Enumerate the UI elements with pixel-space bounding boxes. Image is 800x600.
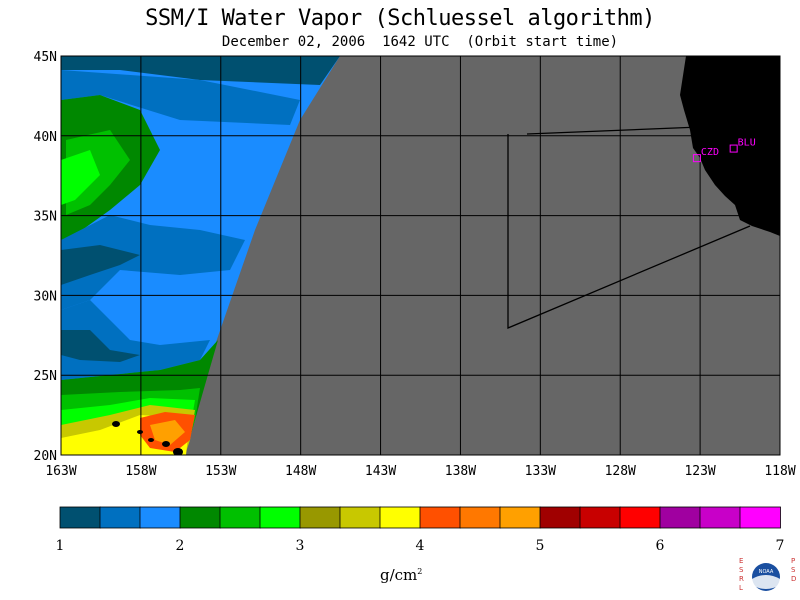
map-subtitle: December 02, 2006 1642 UTC (Orbit start … bbox=[221, 34, 619, 50]
station-marker-blu bbox=[729, 144, 738, 153]
lon-label: 148W bbox=[285, 464, 316, 479]
water-vapor-field bbox=[61, 56, 340, 455]
lon-labels: 163W 158W 153W 148W 143W 138W 133W 128W 123W 118W bbox=[45, 464, 795, 479]
colorbar-tick-label: 5 bbox=[536, 538, 545, 554]
colorbar-tick-label: 7 bbox=[776, 538, 785, 554]
colorbar-swatch bbox=[139, 506, 181, 529]
lat-label: 25N bbox=[34, 369, 57, 384]
colorbar-unit: g/cm2 bbox=[380, 566, 422, 584]
colorbar-tick-label: 4 bbox=[416, 538, 425, 554]
colorbar-tick-label: 1 bbox=[56, 538, 65, 554]
colorbar-swatch bbox=[259, 506, 301, 529]
lon-label: 133W bbox=[525, 464, 556, 479]
lat-labels: 45N 40N 35N 30N 25N 20N bbox=[34, 50, 57, 464]
colorbar-swatch bbox=[619, 506, 661, 529]
lon-label: 123W bbox=[684, 464, 715, 479]
colorbar-swatch bbox=[179, 506, 221, 529]
colorbar-swatch bbox=[699, 506, 741, 529]
colorbar-tick-label: 6 bbox=[656, 538, 665, 554]
map-grid bbox=[61, 56, 780, 455]
station-label: BLU bbox=[738, 138, 756, 149]
lon-label: 158W bbox=[125, 464, 156, 479]
map-frame bbox=[60, 55, 781, 456]
colorbar bbox=[59, 506, 781, 529]
lat-label: 20N bbox=[34, 449, 57, 464]
hawaiian-islands bbox=[112, 421, 183, 455]
colorbar-swatch bbox=[299, 506, 341, 529]
lon-label: 138W bbox=[445, 464, 476, 479]
lat-label: 35N bbox=[34, 210, 57, 225]
station-marker-czd bbox=[692, 154, 701, 163]
domain-outline-lower bbox=[507, 134, 751, 329]
colorbar-swatch bbox=[339, 506, 381, 529]
colorbar-tick-labels: 1 2 3 4 5 6 7 bbox=[56, 538, 785, 554]
lon-label: 163W bbox=[45, 464, 76, 479]
lon-label: 143W bbox=[365, 464, 396, 479]
colorbar-swatch bbox=[659, 506, 701, 529]
station-markers: CZD BLU bbox=[692, 138, 756, 163]
unit-exponent: 2 bbox=[417, 567, 423, 576]
domain-outline bbox=[526, 126, 701, 135]
colorbar-swatch bbox=[459, 506, 501, 529]
lat-label: 30N bbox=[34, 289, 57, 304]
colorbar-swatch bbox=[219, 506, 261, 529]
map-title: SSM/I Water Vapor (Schluessel algorithm) bbox=[145, 6, 655, 31]
noaa-text: NOAA bbox=[759, 569, 774, 575]
colorbar-tick-label: 2 bbox=[176, 538, 185, 554]
lat-label: 40N bbox=[34, 130, 57, 145]
lon-label: 128W bbox=[605, 464, 636, 479]
colorbar-swatch bbox=[539, 506, 581, 529]
unit-base: g/cm bbox=[380, 566, 418, 584]
colorbar-swatch bbox=[99, 506, 141, 529]
colorbar-tick-label: 3 bbox=[296, 538, 305, 554]
colorbar-swatch bbox=[739, 506, 781, 529]
lat-label: 45N bbox=[34, 50, 57, 65]
lon-label: 118W bbox=[764, 464, 795, 479]
station-label: CZD bbox=[701, 147, 719, 158]
colorbar-swatch bbox=[579, 506, 621, 529]
colorbar-swatch bbox=[499, 506, 541, 529]
lon-label: 153W bbox=[205, 464, 236, 479]
colorbar-swatch bbox=[419, 506, 461, 529]
colorbar-swatch bbox=[379, 506, 421, 529]
colorbar-swatch bbox=[59, 506, 101, 529]
